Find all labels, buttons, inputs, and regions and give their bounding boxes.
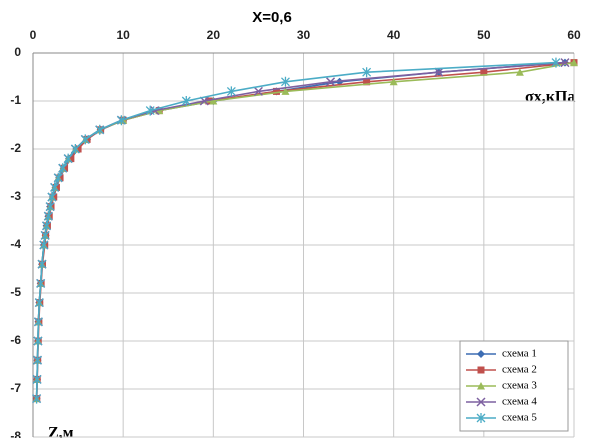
marker [476, 397, 486, 407]
marker [45, 201, 55, 212]
y-tick-label: -7 [10, 381, 21, 395]
marker [33, 336, 43, 346]
marker [570, 58, 578, 67]
marker [74, 145, 82, 153]
y-tick-label: -5 [10, 285, 21, 299]
legend-label: схема 2 [502, 364, 537, 376]
marker [43, 211, 53, 222]
series-line [35, 61, 557, 399]
x-tick-label: 30 [297, 28, 311, 42]
marker [209, 97, 218, 105]
marker [67, 155, 75, 163]
marker [32, 374, 42, 385]
marker [80, 134, 90, 145]
y-tick-label: -8 [10, 429, 21, 438]
marker [63, 153, 73, 164]
x-axis-label: σx,кПа [525, 89, 575, 106]
marker [281, 76, 290, 87]
marker [477, 382, 485, 390]
x-tick-label: 20 [207, 28, 221, 42]
y-tick-label: -2 [10, 141, 21, 155]
y-axis-label: Z,м [48, 425, 74, 438]
marker [560, 58, 570, 68]
marker [145, 105, 155, 116]
marker [34, 297, 44, 308]
marker [181, 96, 191, 106]
y-tick-label: -4 [10, 237, 21, 251]
marker [551, 57, 561, 68]
x-tick-label: 50 [477, 28, 491, 42]
marker [50, 182, 60, 193]
marker [36, 278, 46, 289]
marker [477, 366, 485, 374]
chart-title: X=0,6 [252, 9, 292, 26]
marker [33, 355, 42, 366]
y-tick-label: -1 [10, 93, 21, 107]
marker [515, 68, 524, 76]
y-tick-label: -3 [10, 189, 21, 203]
x-tick-label: 40 [387, 28, 401, 42]
marker [281, 87, 290, 95]
marker [326, 77, 336, 87]
marker [253, 86, 263, 96]
marker [95, 124, 105, 135]
marker [40, 230, 50, 241]
marker [363, 78, 371, 86]
legend-label: схема 4 [502, 396, 537, 408]
marker [389, 77, 398, 86]
x-tick-label: 60 [567, 28, 581, 42]
marker [434, 67, 444, 77]
marker [272, 87, 280, 95]
marker [47, 192, 57, 202]
marker [42, 220, 51, 231]
legend-label: схема 5 [502, 412, 537, 424]
x-tick-label: 0 [30, 28, 37, 42]
marker [53, 172, 63, 183]
marker [37, 259, 47, 270]
legend-label: схема 3 [502, 380, 537, 392]
marker [476, 413, 486, 423]
marker [32, 393, 42, 404]
marker [70, 144, 80, 154]
marker [362, 67, 372, 78]
legend-label: схема 1 [502, 348, 537, 360]
marker [226, 86, 236, 97]
marker [58, 163, 68, 174]
marker [477, 350, 485, 358]
marker [116, 115, 126, 126]
marker [39, 240, 49, 250]
y-tick-label: 0 [14, 45, 21, 59]
marker [33, 316, 43, 327]
legend: схема 1 схема 2 схема 3 схема 4 схема 5 [459, 340, 569, 432]
x-tick-label: 10 [116, 28, 130, 42]
y-tick-label: -6 [10, 333, 21, 347]
marker [480, 68, 488, 76]
